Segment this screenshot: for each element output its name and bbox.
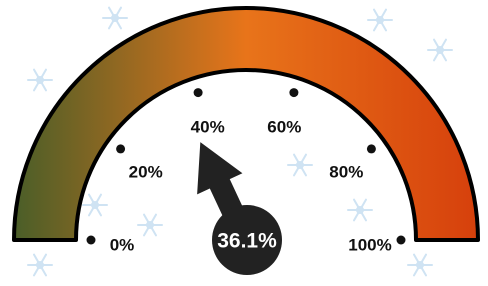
tick-label: 60% [267, 118, 301, 137]
tick-dot [367, 144, 376, 153]
tick-dot [194, 88, 203, 97]
tick-label: 20% [129, 163, 163, 182]
chart: 0% 20% 40% 60% 80% 100% 36.1% [0, 0, 488, 286]
tick-dot [87, 236, 96, 245]
tick-label: 0% [110, 235, 135, 254]
value-label: 36.1% [217, 230, 277, 253]
tick-dot [289, 88, 298, 97]
tick-label: 80% [329, 163, 363, 182]
tick-dot [397, 236, 406, 245]
tick-label: 100% [348, 235, 391, 254]
tick-dot [116, 144, 125, 153]
tick-label: 40% [191, 118, 225, 137]
gauge: 0% 20% 40% 60% 80% 100% 36.1% [14, 8, 478, 275]
